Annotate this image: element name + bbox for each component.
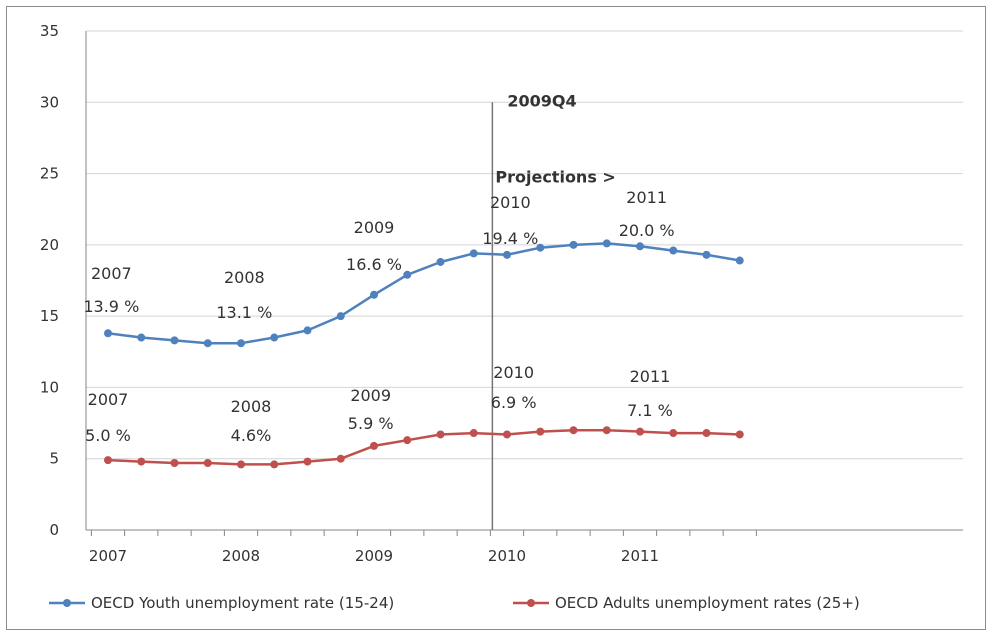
- data-point-youth: [170, 336, 179, 345]
- data-point-youth: [270, 333, 279, 342]
- adult-annotation-value-label: 5.9 %: [348, 414, 394, 433]
- data-point-adults: [303, 457, 312, 466]
- data-point-youth: [503, 250, 511, 259]
- adult-annotation-year-label: 2007: [88, 390, 129, 409]
- data-point-adults: [203, 458, 212, 467]
- adult-annotation-year-label: 2008: [231, 397, 272, 416]
- x-tick-label-2009: 2009: [355, 547, 393, 565]
- youth-annotation-value-label: 16.6 %: [346, 255, 402, 274]
- annotation-layer: 2007 13.9 % 2008 13.1 % 2009 16.6 % 2010 19.4 %…: [83, 188, 674, 445]
- projection-divider: 2009Q4 Projections >: [491, 91, 616, 530]
- youth-annotation-year-label: 2008: [224, 268, 265, 287]
- y-tick-label-10: 10: [40, 378, 59, 396]
- data-point-youth: [469, 249, 478, 258]
- data-point-adults: [669, 429, 678, 438]
- data-point-adults: [436, 430, 445, 439]
- data-point-youth: [436, 257, 445, 266]
- y-tick-label-0: 0: [49, 521, 59, 539]
- data-point-adults: [104, 456, 112, 465]
- adult-annotation-year-label: 2009: [350, 386, 391, 405]
- data-point-youth: [536, 243, 545, 252]
- data-point-youth: [203, 339, 212, 348]
- chart-frame: 0 5 10 15 20 25 30 35 2007 2008 2009 2010 2011 2009Q…: [6, 6, 986, 630]
- series-layer: [104, 239, 744, 469]
- x-tick-label-2008: 2008: [222, 547, 260, 565]
- adult-annotation-value-label: 6.9 %: [491, 393, 537, 412]
- adult-annotation-year-label: 2011: [630, 367, 671, 386]
- data-point-youth: [569, 240, 578, 249]
- y-tick-label-35: 35: [40, 22, 59, 40]
- data-point-youth: [403, 270, 412, 279]
- grid-layer: [86, 30, 963, 460]
- data-point-youth: [669, 246, 678, 255]
- data-point-adults: [336, 454, 345, 463]
- youth-annotation-year-label: 2007: [91, 264, 132, 283]
- data-point-adults: [702, 429, 711, 438]
- axes-layer: 0 5 10 15 20 25 30 35 2007 2008 2009 2010 2011: [40, 22, 963, 565]
- youth-annotation-year-label: 2009: [354, 218, 395, 237]
- data-point-youth: [104, 329, 112, 338]
- data-point-youth: [636, 242, 644, 251]
- adult-annotation-value-label: 5.0 %: [85, 426, 131, 445]
- series-line-youth: [107, 242, 741, 345]
- data-point-adults: [403, 436, 412, 445]
- unemployment-line-chart: 0 5 10 15 20 25 30 35 2007 2008 2009 2010 2011 2009Q…: [40, 22, 963, 612]
- x-tick-label-2007: 2007: [89, 547, 127, 565]
- data-point-youth: [237, 339, 245, 348]
- y-tick-label-20: 20: [40, 236, 59, 254]
- data-point-adults: [137, 457, 146, 466]
- legend: OECD Youth unemployment rate (15-24) OECD…: [49, 594, 860, 612]
- data-point-adults: [735, 430, 744, 439]
- y-tick-label-30: 30: [40, 93, 59, 111]
- data-point-youth: [336, 312, 345, 321]
- youth-annotation-value-label: 13.1 %: [216, 303, 272, 322]
- youth-annotation-value-label: 19.4 %: [482, 229, 538, 248]
- data-point-adults: [503, 430, 511, 439]
- data-point-youth: [602, 239, 611, 248]
- data-point-adults: [270, 460, 279, 469]
- data-point-adults: [602, 426, 611, 435]
- data-point-youth: [735, 256, 744, 265]
- data-point-adults: [370, 441, 378, 450]
- data-point-adults: [636, 427, 644, 436]
- adult-annotation-value-label: 7.1 %: [627, 401, 673, 420]
- y-tick-label-5: 5: [49, 450, 59, 468]
- y-tick-label-15: 15: [40, 307, 59, 325]
- x-tick-label-2011: 2011: [621, 547, 659, 565]
- data-point-adults: [469, 429, 478, 438]
- legend-label-adults: OECD Adults unemployment rates (25+): [555, 594, 860, 612]
- youth-annotation-year-label: 2011: [626, 188, 667, 207]
- data-point-youth: [702, 250, 711, 259]
- series-line-adults: [107, 428, 740, 466]
- data-point-adults: [170, 458, 179, 467]
- youth-annotation-year-label: 2010: [490, 193, 531, 212]
- adult-annotation-year-label: 2010: [493, 363, 534, 382]
- data-point-adults: [536, 427, 545, 436]
- legend-swatch-marker-adults: [527, 599, 535, 607]
- data-point-youth: [370, 290, 378, 299]
- youth-annotation-value-label: 20.0 %: [619, 221, 675, 240]
- adult-annotation-value-label: 4.6%: [231, 426, 272, 445]
- projections-label: Projections >: [495, 168, 615, 187]
- y-tick-label-25: 25: [40, 165, 59, 183]
- divider-label: 2009Q4: [507, 91, 576, 110]
- data-point-youth: [137, 333, 146, 342]
- x-tick-label-2010: 2010: [488, 547, 526, 565]
- legend-label-youth: OECD Youth unemployment rate (15-24): [91, 594, 394, 612]
- data-point-adults: [237, 460, 245, 469]
- data-point-adults: [569, 426, 578, 435]
- data-point-youth: [303, 326, 312, 335]
- legend-swatch-marker-youth: [63, 599, 71, 607]
- youth-annotation-value-label: 13.9 %: [83, 297, 139, 316]
